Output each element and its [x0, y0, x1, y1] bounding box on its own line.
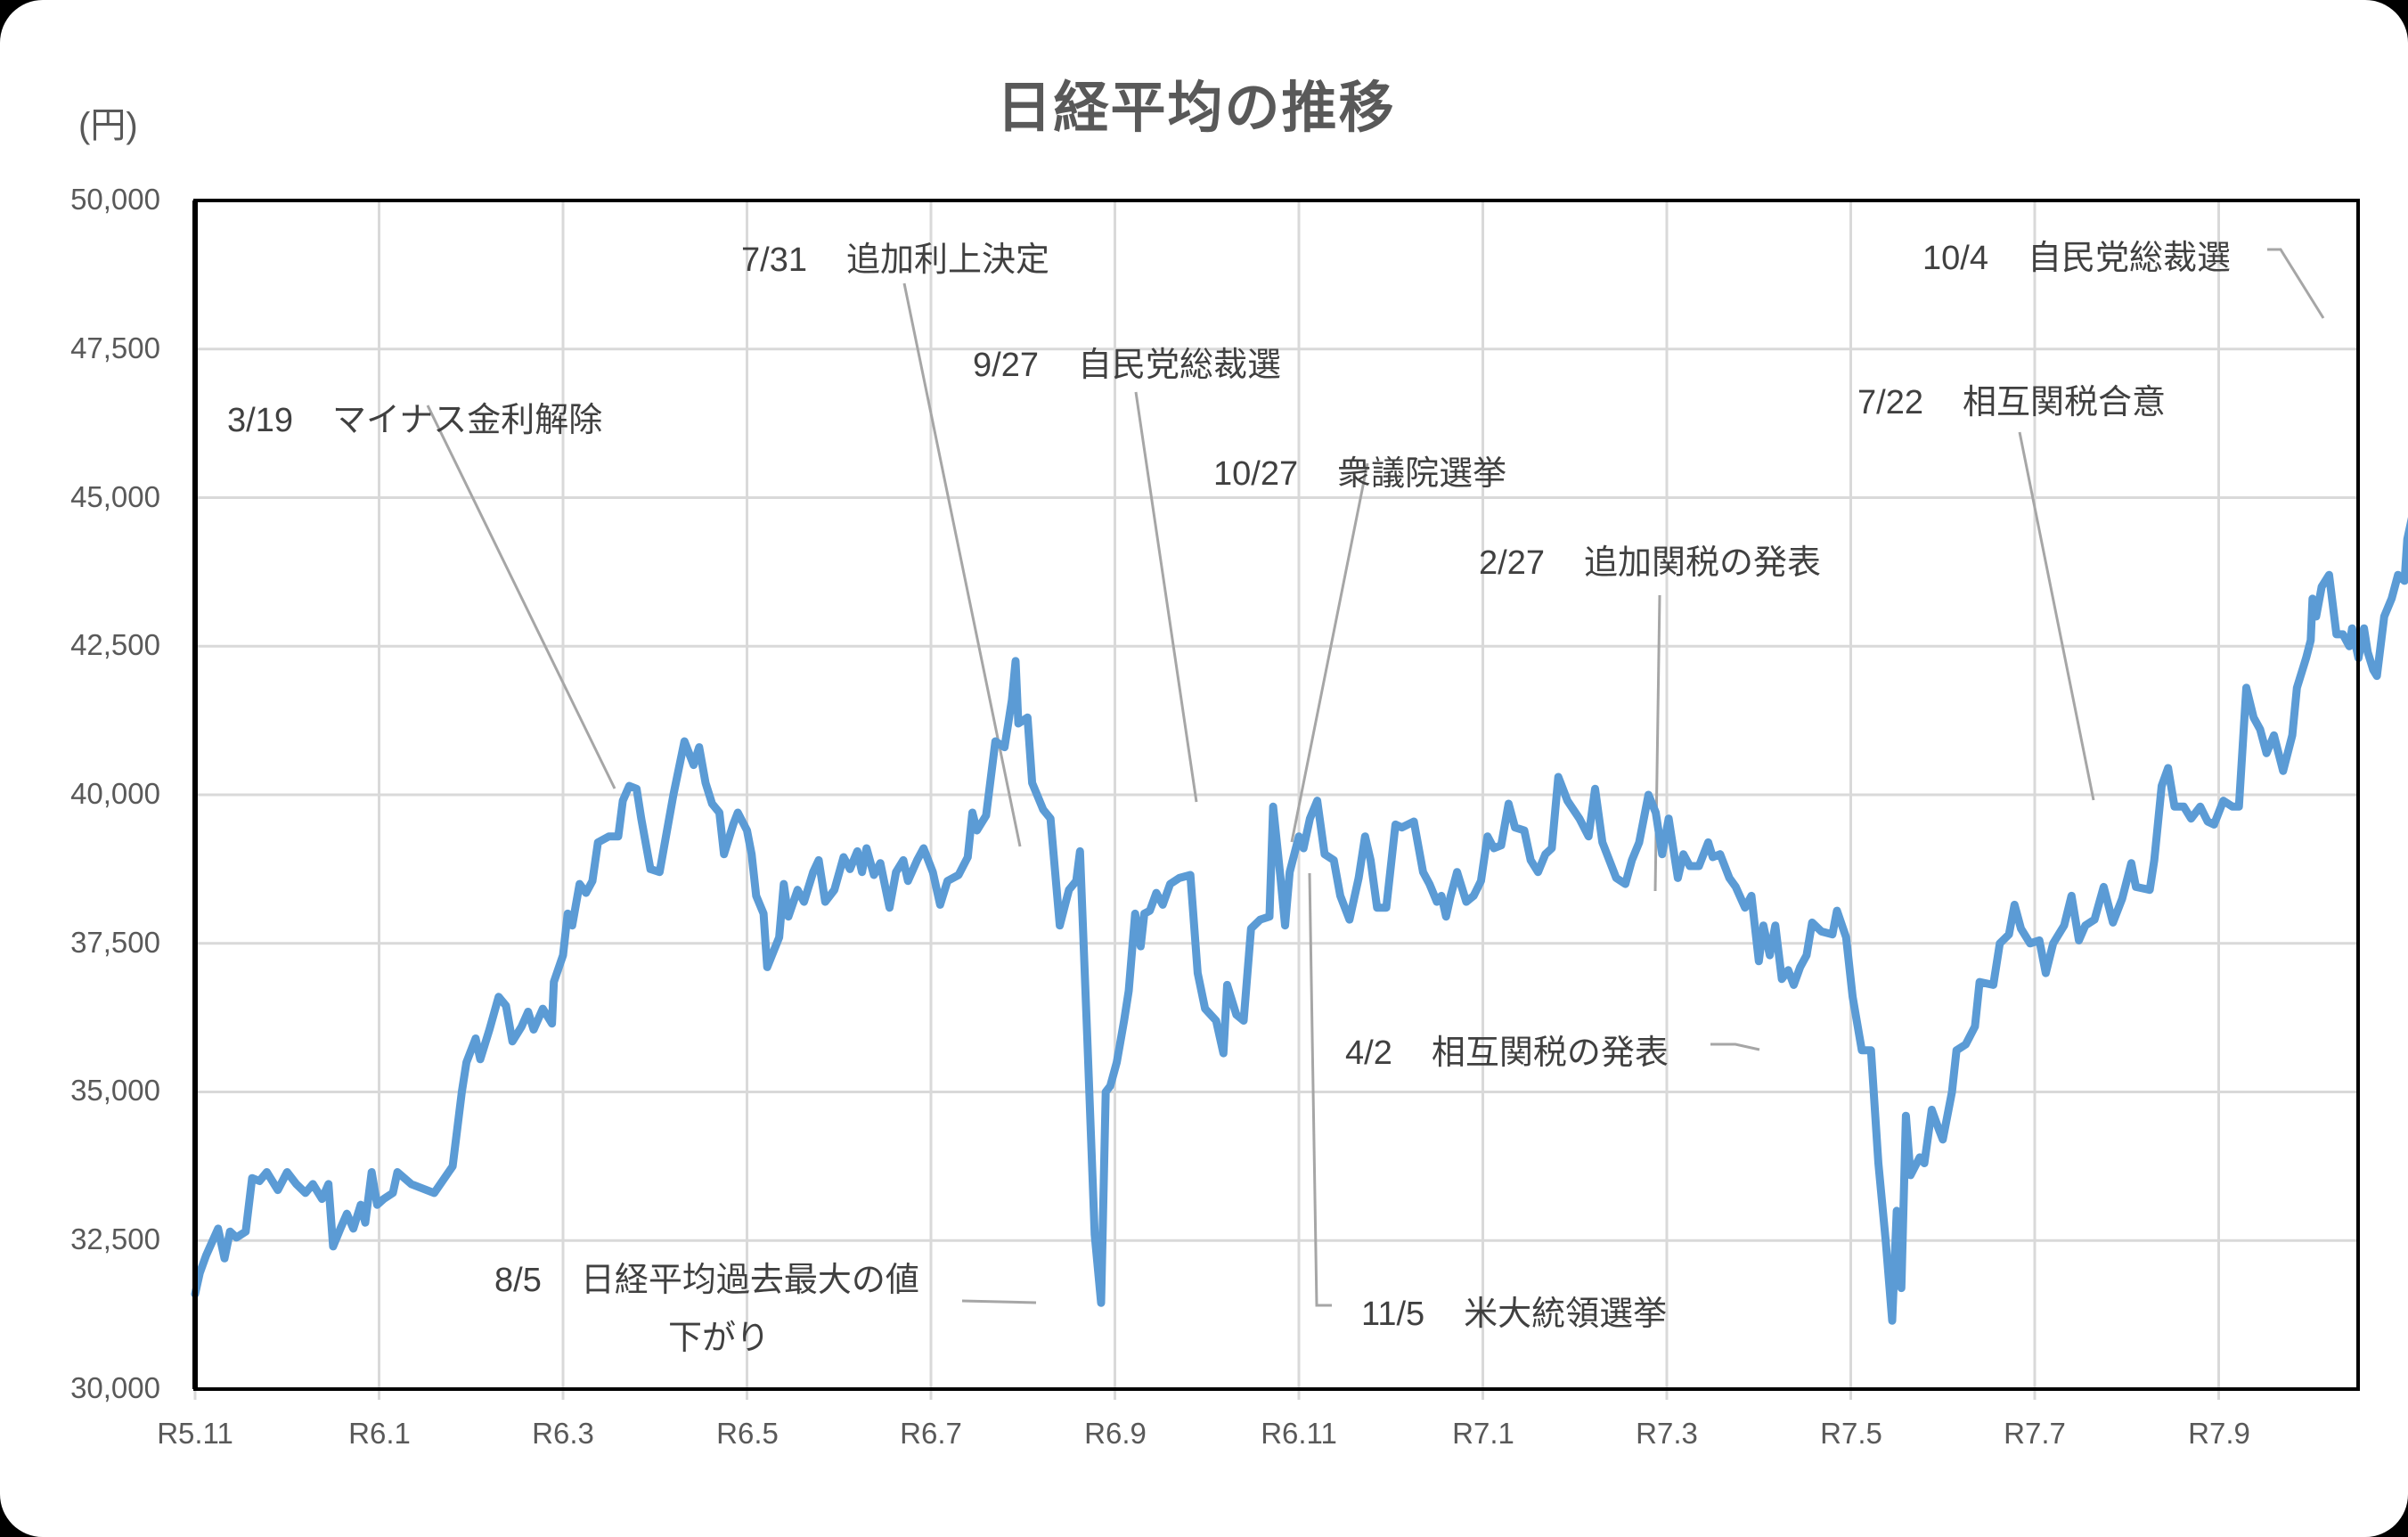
annotation-leader-line — [1653, 594, 1661, 892]
annotation-text: 相互関税合意 — [1962, 384, 2166, 421]
y-axis-unit-label: (円) — [78, 106, 138, 145]
annotation-us-election: 11/5 米大統領選挙 — [1361, 1286, 1667, 1335]
annotation-leader-line — [2267, 248, 2325, 319]
annotation-date: 11/5 — [1361, 1296, 1425, 1333]
annotation-text: 相互関税の発表 — [1431, 1034, 1669, 1072]
annotation-leader-line — [902, 282, 1022, 847]
x-tick-r6-7: R6.7 — [900, 1417, 962, 1450]
chart-title-text: 日経平均の推移 — [996, 78, 1396, 139]
annotation-text: 自民党総裁選 — [2027, 240, 2231, 277]
annotation-text: 追加利上決定 — [845, 241, 1049, 279]
annotation-additional-tariffs: 2/27 追加関税の発表 — [1479, 535, 1821, 584]
annotation-text: 米大統領選挙 — [1464, 1296, 1668, 1333]
annotation-text: マイナス金利解除 — [331, 402, 603, 439]
chart-title: 日経平均の推移 — [0, 62, 2408, 143]
x-tick-r6-9: R6.9 — [1084, 1417, 1147, 1450]
annotation-leader-line — [1290, 462, 1369, 843]
annotation-reciprocal-tariffs: 4/2 相互関税の発表 — [1345, 1025, 1669, 1074]
x-tick-r7-9: R7.9 — [2188, 1417, 2250, 1450]
annotation-record-drop: 8/5 日経平均過去最大の値 — [494, 1252, 919, 1301]
x-tick-r7-5: R7.5 — [1820, 1417, 1882, 1450]
annotation-leader-line — [1710, 1042, 1760, 1051]
y-tick-42500: 42,500 — [70, 628, 160, 661]
annotation-leader-line — [426, 405, 616, 789]
annotation-ldp-election-2025: 10/4 自民党総裁選 — [1922, 230, 2231, 279]
y-tick-45000: 45,000 — [70, 480, 160, 513]
x-tick-r7-1: R7.1 — [1452, 1417, 1514, 1450]
annotation-tariff-agreement: 7/22 相互関税合意 — [1857, 374, 2166, 423]
x-tick-r6-3: R6.3 — [532, 1417, 594, 1450]
annotation-date: 3/19 — [227, 402, 293, 439]
x-tick-r7-3: R7.3 — [1636, 1417, 1698, 1450]
x-tick-r6-1: R6.1 — [348, 1417, 411, 1450]
y-tick-35000: 35,000 — [70, 1074, 160, 1107]
x-tick-r5-11: R5.11 — [157, 1417, 233, 1450]
annotation-text: 日経平均過去最大の値 — [580, 1262, 919, 1299]
x-tick-r7-7: R7.7 — [2004, 1417, 2066, 1450]
y-tick-40000: 40,000 — [70, 777, 160, 810]
annotation-text: 自民党総裁選 — [1077, 347, 1281, 384]
annotation-lower-house-election: 10/27 衆議院選挙 — [1213, 446, 1506, 495]
y-tick-32500: 32,500 — [70, 1222, 160, 1255]
nikkei-line — [191, 517, 2408, 1325]
annotation-text: 追加関税の発表 — [1583, 544, 1821, 582]
annotation-rate-hike: 7/31 追加利上決定 — [741, 232, 1049, 281]
y-tick-50000: 50,000 — [70, 183, 160, 216]
annotation-ldp-election-2024: 9/27 自民党総裁選 — [973, 337, 1281, 386]
y-tick-47500: 47,500 — [70, 331, 160, 364]
annotation-date: 7/31 — [741, 241, 807, 279]
annotation-date: 8/5 — [494, 1262, 542, 1299]
annotation-date: 4/2 — [1345, 1034, 1392, 1072]
annotation-negative-rate-end: 3/19 マイナス金利解除 — [227, 392, 602, 441]
annotation-leader-line — [961, 1299, 1037, 1304]
annotation-leader-line — [1308, 872, 1332, 1307]
annotation-text: 衆議院選挙 — [1337, 455, 1507, 493]
annotation-leader-line — [2018, 431, 2095, 801]
annotation-date: 7/22 — [1857, 384, 1923, 421]
y-tick-30000: 30,000 — [70, 1371, 160, 1404]
annotation-leader-line — [1134, 391, 1198, 803]
annotation-text: 下がり — [668, 1320, 771, 1357]
x-tick-r6-5: R6.5 — [716, 1417, 779, 1450]
annotation-date: 9/27 — [973, 347, 1039, 384]
annotation-date: 10/4 — [1922, 240, 1988, 277]
annotation-date: 10/27 — [1213, 455, 1299, 493]
annotation-date: 2/27 — [1479, 544, 1545, 582]
annotation-record-drop-line2: 下がり — [668, 1310, 770, 1359]
x-tick-r6-11: R6.11 — [1261, 1417, 1337, 1450]
y-tick-37500: 37,500 — [70, 926, 160, 959]
